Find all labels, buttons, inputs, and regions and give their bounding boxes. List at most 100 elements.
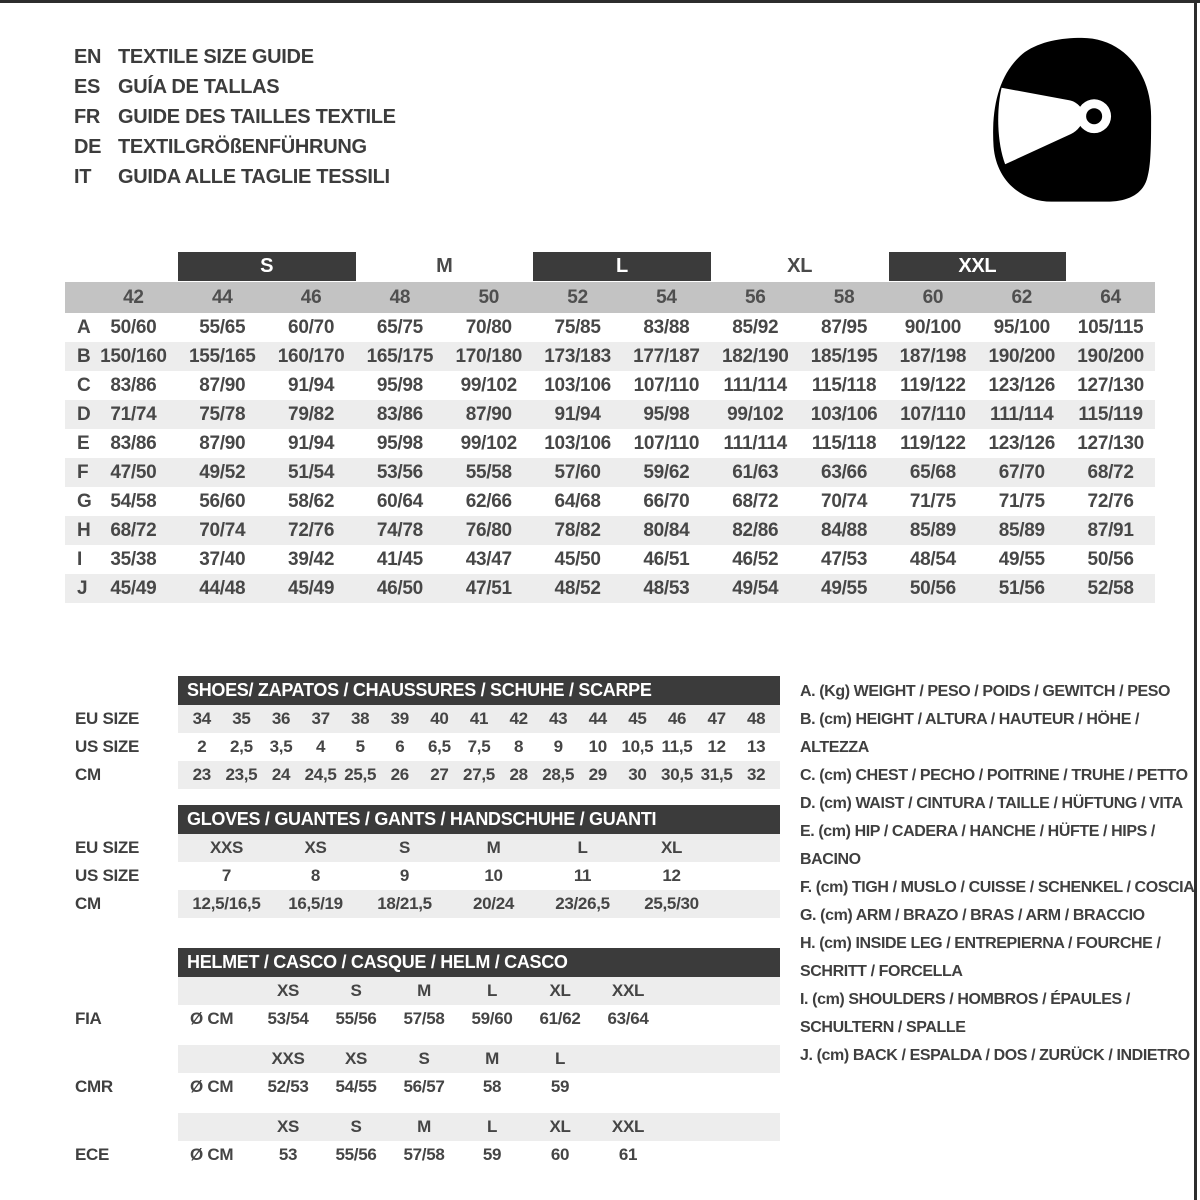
gloves-value-cell: S xyxy=(398,838,411,857)
shoes-value-cell: 28,5 xyxy=(542,765,575,784)
side-spacer xyxy=(75,977,178,1005)
shoes-values: 23 23,5 24 24,5 25,5 26 27 27,5 28 28,5 29 30 30,5 31… xyxy=(182,765,776,785)
measurement-value-cell: 91/94 xyxy=(288,432,335,454)
size-group-m: M xyxy=(436,254,453,277)
measurement-row-label: C xyxy=(77,374,91,396)
measurement-value-cell: 78/82 xyxy=(554,519,601,541)
size-group-header-row: S M L XL XXL xyxy=(65,251,1155,281)
shoes-value-cell: 26 xyxy=(390,765,410,784)
measurement-value-cell: 190/200 xyxy=(1077,345,1144,367)
size-group-xxl: XXL xyxy=(888,251,1067,281)
measurement-value-cell: 44/48 xyxy=(199,577,246,599)
numeric-size-header-row: 42 44 46 48 50 52 54 56 58 60 62 64 xyxy=(65,282,1155,313)
measurement-value-cell: 59/62 xyxy=(643,461,690,483)
language-code: IT xyxy=(74,165,92,188)
size-group-xl: XL xyxy=(787,254,813,277)
measurement-value-cell: 63/66 xyxy=(821,461,868,483)
measurement-value-cell: 61/63 xyxy=(732,461,779,483)
shoes-value-cell: 35 xyxy=(232,709,251,728)
measurement-value-cell: 49/55 xyxy=(998,548,1045,570)
shoes-value-cell: 5 xyxy=(355,737,365,756)
shoes-value-cell: 42 xyxy=(509,709,528,728)
diameter-cm-label: Ø CM xyxy=(190,1077,234,1096)
accessory-size-tables: SHOES/ ZAPATOS / CHAUSSURES / SCHUHE / S… xyxy=(75,676,780,1169)
measurement-value-cell: 91/94 xyxy=(288,374,335,396)
shoes-value-cell: 32 xyxy=(747,765,766,784)
helmet-size-label: L xyxy=(554,1049,566,1068)
language-line: DE TEXTILGRÖßENFÜHRUNG xyxy=(74,132,396,162)
measurement-value-cell: 65/75 xyxy=(376,316,423,338)
measurement-value-cell: 50/56 xyxy=(909,577,956,599)
helmet-values-grid: Ø CM 53/54 55/56 57/58 59/60 61/62 63/64 xyxy=(178,1009,662,1029)
gloves-value-cell: 18/21,5 xyxy=(377,894,432,913)
helmet-size-label: XS xyxy=(276,981,300,1000)
shoes-value-cell: 48 xyxy=(747,709,766,728)
diameter-cm-label: Ø CM xyxy=(190,1145,234,1164)
measurement-value-cell: 60/70 xyxy=(288,316,335,338)
measurement-value-cell: 53/56 xyxy=(376,461,423,483)
shoes-value-cell: 23 xyxy=(192,765,212,784)
helmet-values-band: Ø CM 53 55/56 57/58 59 60 61 xyxy=(178,1141,780,1169)
shoes-value-cell: 8 xyxy=(514,737,524,756)
size-number: 50 xyxy=(478,286,500,308)
measurement-value-cell: 155/165 xyxy=(188,345,256,367)
gloves-title-bar: GLOVES / GUANTES / GANTS / HANDSCHUHE / … xyxy=(178,805,780,834)
legend-entry: A. (Kg) WEIGHT / PESO / POIDS / GEWITCH … xyxy=(800,683,1171,700)
helmet-standard-label: FIA xyxy=(75,1009,102,1028)
legend-entry: C. (cm) CHEST / PECHO / POITRINE / TRUHE… xyxy=(800,767,1188,784)
helmet-sizes-band: XS S M L XL XXL xyxy=(178,977,780,1005)
shoes-value-cell: 40 xyxy=(430,709,449,728)
shoes-value-cell: 4 xyxy=(316,737,326,756)
gloves-value-cell: 9 xyxy=(399,866,410,885)
measurement-value-cell: 85/89 xyxy=(998,519,1045,541)
table-row: D 71/74 75/78 79/82 83/86 87/90 91/94 95/98 99/… xyxy=(65,400,1155,429)
gloves-value-cell: 16,5/19 xyxy=(288,894,343,913)
measurement-value-cell: 49/52 xyxy=(199,461,246,483)
shoes-row-band: 34 35 36 37 38 39 40 41 42 43 44 45 46 47 48 xyxy=(178,705,780,733)
racing-helmet-icon xyxy=(982,28,1160,208)
size-number: 54 xyxy=(656,286,677,308)
gloves-row-band: XXS XS S M L XL xyxy=(178,834,780,862)
helmet-size-label: S xyxy=(350,1117,362,1136)
measurement-value-cell: 119/122 xyxy=(900,432,966,454)
shoes-value-cell: 46 xyxy=(667,709,687,728)
helmet-size-label: S xyxy=(350,981,362,1000)
gloves-row-label: CM xyxy=(75,894,101,913)
measurement-value-cell: 111/114 xyxy=(723,432,788,454)
helmet-sections: XS S M L XL XXL FIA Ø CM 53/54 55/56 57/58 59/60… xyxy=(75,977,780,1169)
measurement-value-cell: 45/50 xyxy=(554,548,601,570)
measurement-row-label: I xyxy=(77,548,82,570)
gloves-value-cell: 25,5/30 xyxy=(644,894,699,913)
measurement-value-cell: 54/58 xyxy=(110,490,157,512)
measurement-value-cell: 83/88 xyxy=(643,316,690,338)
measurement-row-label: H xyxy=(77,519,91,541)
shoes-value-cell: 36 xyxy=(271,709,291,728)
helmet-size-label: XL xyxy=(549,1117,571,1136)
measurement-value-cell: 43/47 xyxy=(465,548,512,570)
gloves-row: CM 12,5/16,5 16,5/19 18/21,5 20/24 23/26,5 25… xyxy=(75,890,780,918)
gloves-value-cell: 20/24 xyxy=(472,894,515,913)
measurement-value-cell: 68/72 xyxy=(732,490,779,512)
measurement-value-cell: 70/74 xyxy=(199,519,246,541)
helmet-standard-section: XS S M L XL XXL ECE Ø CM 53 55/56 57/58 59 60 61 xyxy=(75,1113,780,1169)
measurement-value-cell: 107/110 xyxy=(633,374,700,396)
measurement-value-cell: 47/53 xyxy=(821,548,868,570)
measurement-value-cell: 45/49 xyxy=(288,577,335,599)
legend-entry: F. (cm) TIGH / MUSLO / CUISSE / SCHENKEL… xyxy=(800,879,1195,896)
measurement-value-cell: 165/175 xyxy=(366,345,434,367)
measurement-value-cell: 71/75 xyxy=(998,490,1045,512)
shoes-value-cell: 6,5 xyxy=(428,737,451,756)
size-number: 44 xyxy=(211,286,233,308)
measurement-value-cell: 87/90 xyxy=(465,403,512,425)
measurement-value-cell: 50/60 xyxy=(110,316,157,338)
measurement-value-cell: 68/72 xyxy=(110,519,157,541)
helmet-value-cell: 52/53 xyxy=(267,1077,309,1096)
shoes-value-cell: 31,5 xyxy=(700,765,733,784)
helmet-standard-section: XXS XS S M L CMR Ø CM 52/53 54/55 56/57 58 59 xyxy=(75,1045,780,1101)
measurement-value-cell: 75/85 xyxy=(554,316,601,338)
shoes-value-cell: 38 xyxy=(351,709,370,728)
measurement-row-label: E xyxy=(77,432,90,454)
measurement-value-cell: 49/55 xyxy=(821,577,868,599)
gloves-row-band: 12,5/16,5 16,5/19 18/21,5 20/24 23/26,5 25,5/… xyxy=(178,890,780,918)
helmet-size-label: M xyxy=(417,981,431,1000)
